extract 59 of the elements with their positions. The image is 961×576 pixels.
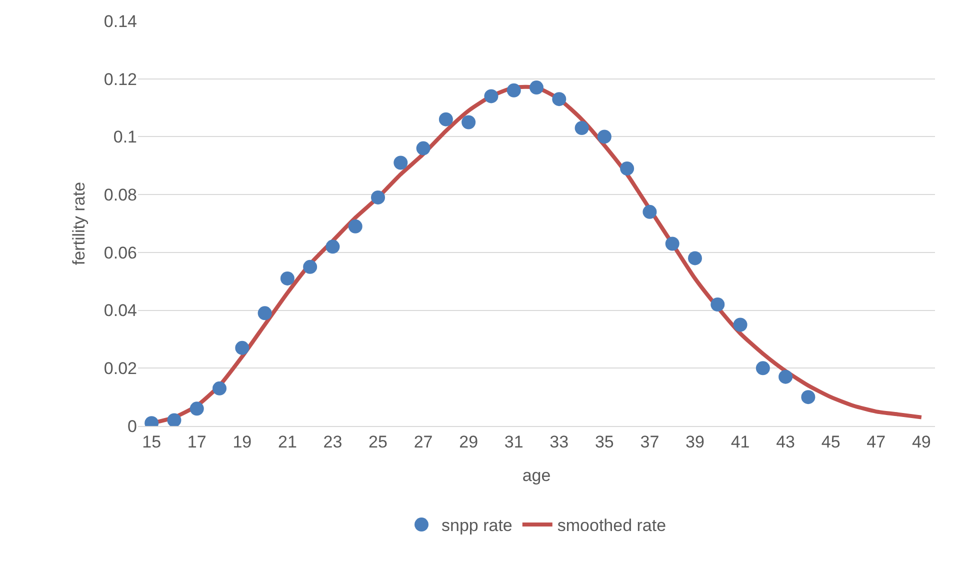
x-tick-label: 19 (232, 432, 252, 452)
y-tick-label: 0.02 (104, 359, 137, 378)
x-tick-label: 47 (866, 432, 886, 452)
x-tick-label: 23 (323, 432, 342, 452)
point (348, 219, 362, 234)
y-tick-label: 0.06 (104, 243, 137, 262)
point (416, 141, 430, 156)
point (303, 260, 318, 274)
point (574, 121, 589, 136)
x-tick-label: 39 (686, 432, 704, 452)
x-tick-label: 37 (640, 432, 660, 452)
y-tick-label: 0.1 (113, 128, 137, 147)
point (801, 390, 816, 404)
point (620, 162, 634, 176)
y-tick-label: 0.14 (104, 12, 137, 31)
x-tick-label: 43 (776, 432, 796, 452)
point (371, 190, 386, 204)
x-tick-label: 41 (730, 432, 750, 452)
point (552, 92, 566, 106)
point (235, 340, 250, 355)
point (212, 381, 227, 396)
y-tick-label: 0.12 (104, 70, 137, 89)
x-tick-label: 15 (142, 432, 162, 452)
point (258, 306, 272, 320)
point (778, 370, 793, 384)
point (530, 80, 544, 95)
legend-label: snpp rate (442, 516, 512, 536)
point (665, 236, 680, 251)
point (438, 112, 453, 126)
point (280, 271, 294, 286)
x-tick-label: 29 (459, 432, 478, 452)
x-tick-label: 25 (368, 432, 388, 452)
point (710, 298, 725, 312)
y-tick-label: 0.08 (104, 186, 137, 205)
point (642, 204, 657, 219)
point (756, 361, 770, 376)
point (733, 318, 748, 332)
y-tick-label: 0.04 (104, 301, 137, 320)
point (326, 240, 340, 254)
point (462, 115, 476, 130)
x-tick-label: 27 (414, 432, 433, 452)
x-tick-label: 31 (504, 432, 524, 452)
point (484, 89, 498, 104)
y-tick-label: 0 (128, 416, 137, 436)
point (506, 83, 521, 98)
point (167, 413, 182, 426)
legend-label: smoothed rate (557, 516, 666, 536)
x-tick-label: 45 (821, 432, 840, 452)
x-tick-label: 33 (550, 432, 569, 452)
x-tick-label: 21 (278, 432, 297, 452)
point (597, 130, 612, 144)
point (688, 251, 702, 266)
x-axis-title: age (522, 466, 551, 485)
point (190, 402, 204, 416)
y-axis-title: fertility rate (69, 182, 88, 266)
point (394, 156, 408, 170)
x-tick-label: 17 (187, 432, 206, 452)
x-tick-label: 49 (912, 432, 931, 452)
x-tick-label: 35 (594, 432, 614, 452)
